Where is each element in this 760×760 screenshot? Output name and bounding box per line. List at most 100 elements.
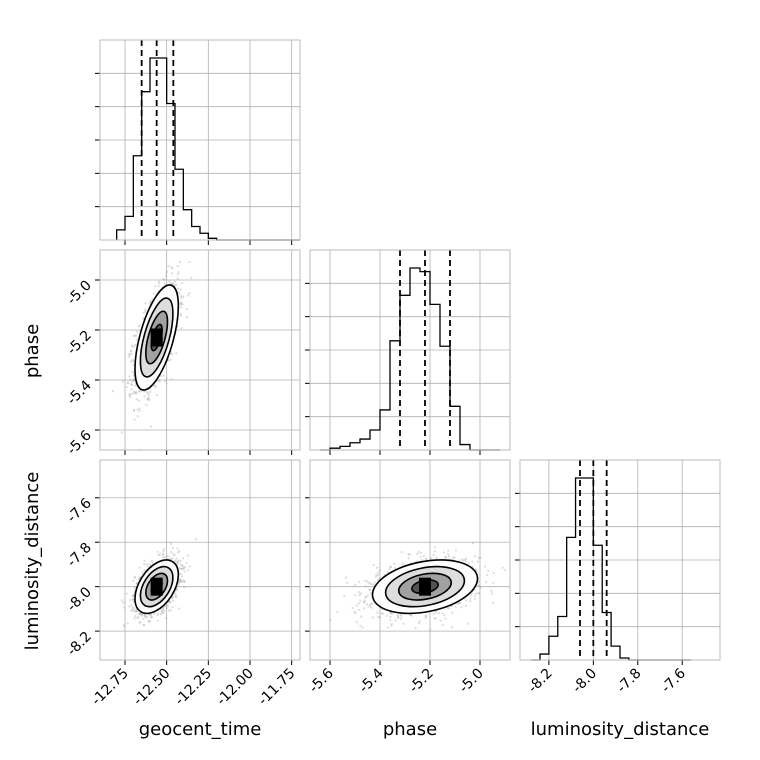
scatter-point [140, 614, 143, 617]
scatter-point [363, 600, 366, 604]
scatter-point [178, 292, 181, 295]
scatter-point [141, 571, 144, 574]
scatter-point [179, 306, 182, 309]
scatter-point [477, 584, 480, 587]
scatter-point [135, 390, 138, 393]
scatter-point [162, 556, 165, 559]
scatter-point [138, 612, 141, 615]
scatter-point [396, 614, 400, 617]
scatter-point [177, 551, 180, 554]
scatter-point [397, 615, 400, 618]
x-tick-label: -12.50 [130, 666, 173, 709]
scatter-point [394, 566, 397, 570]
scatter-point [464, 604, 467, 608]
scatter-point [123, 625, 126, 628]
scatter-point [358, 580, 361, 584]
scatter-point [164, 379, 167, 383]
scatter-point [111, 390, 115, 393]
scatter-point [148, 621, 151, 624]
y-tick-label: -8.2 [64, 629, 95, 660]
scatter-point [456, 602, 459, 605]
scatter-point [138, 409, 141, 412]
scatter-point [376, 574, 380, 577]
scatter-point [138, 621, 141, 624]
scatter-point [424, 614, 428, 618]
scatter-point [363, 599, 367, 602]
scatter-point [376, 571, 380, 574]
scatter-point [162, 553, 165, 556]
scatter-point [181, 302, 184, 306]
scatter-point [129, 350, 132, 353]
scatter-point [158, 553, 161, 556]
scatter-point [177, 559, 180, 562]
scatter-point [161, 607, 165, 610]
scatter-point [134, 384, 137, 387]
scatter-point [178, 550, 181, 553]
scatter-point [148, 619, 151, 622]
scatter-point [388, 565, 392, 568]
scatter-point [444, 617, 447, 620]
scatter-point [139, 323, 142, 326]
scatter-point [127, 355, 131, 359]
scatter-point [183, 580, 186, 583]
scatter-point [444, 556, 447, 559]
scatter-point [188, 260, 191, 264]
scatter-point [143, 559, 146, 562]
scatter-point [437, 612, 441, 615]
y-tick-label: -8.0 [64, 584, 95, 615]
scatter-point [391, 612, 394, 615]
scatter-point [180, 303, 183, 306]
scatter-point [160, 608, 163, 612]
scatter-point [486, 573, 489, 576]
scatter-point [368, 588, 371, 591]
scatter-point [132, 594, 135, 597]
scatter-point [179, 579, 182, 582]
scatter-point [421, 558, 424, 562]
scatter-point [175, 352, 178, 355]
y-tick-label: -5.4 [64, 377, 95, 408]
scatter-point [174, 592, 177, 595]
scatter-point [147, 619, 150, 622]
density-peak [150, 328, 163, 347]
scatter-point [369, 582, 372, 585]
scatter-point [159, 613, 162, 616]
x-tick-label: -5.4 [356, 665, 387, 696]
scatter-point [138, 566, 141, 569]
scatter-point [419, 555, 422, 558]
x-tick-label: -12.25 [172, 666, 215, 709]
scatter-point [175, 560, 179, 563]
scatter-point [178, 567, 181, 570]
scatter-point [176, 587, 179, 590]
scatter-point [145, 403, 148, 407]
scatter-point [133, 610, 136, 613]
scatter-point [476, 560, 479, 563]
scatter-point [450, 626, 453, 629]
scatter-point [471, 560, 474, 563]
scatter-point [467, 622, 470, 625]
scatter-point [135, 338, 138, 341]
scatter-point [166, 604, 170, 608]
scatter-point [130, 383, 133, 386]
scatter-point [422, 554, 425, 558]
scatter-point [454, 605, 457, 608]
panel-frame [309, 249, 511, 451]
scatter-point [389, 619, 392, 622]
scatter-point [393, 562, 396, 565]
scatter-point [182, 295, 185, 298]
scatter-point [362, 601, 365, 604]
scatter-point [171, 546, 175, 550]
scatter-point [477, 591, 480, 595]
scatter-point [131, 345, 135, 348]
scatter-point [492, 601, 495, 604]
scatter-point [143, 614, 147, 617]
x-axis-label-luminosity-distance: luminosity_distance [531, 719, 710, 740]
scatter-point [179, 312, 182, 315]
scatter-point [146, 391, 149, 394]
scatter-point [435, 556, 438, 560]
scatter-point [351, 606, 354, 610]
scatter-point [163, 278, 166, 281]
scatter-point [185, 316, 189, 319]
scatter-point [336, 610, 339, 614]
scatter-point [408, 553, 411, 556]
scatter-point [447, 607, 451, 610]
